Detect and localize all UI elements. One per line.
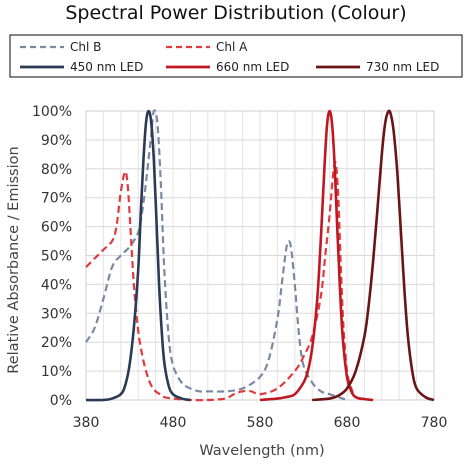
series-line-chl-b (85, 109, 348, 402)
x-tick-label: 480 (160, 415, 187, 431)
y-tick-label: 0% (50, 393, 72, 409)
legend-label-730-nm-led: 730 nm LED (366, 60, 439, 74)
legend-box (9, 34, 463, 78)
legend-label-chl-a: Chl A (216, 40, 248, 54)
x-tick-label: 380 (73, 415, 100, 431)
legend: Chl B Chl A 450 nm LED 660 nm LED 730 nm LED (9, 34, 463, 78)
x-tick-label: 580 (247, 415, 274, 431)
y-tick-label: 30% (41, 306, 72, 322)
series-line-chl-a (85, 160, 365, 402)
y-tick-label: 40% (41, 277, 72, 293)
y-tick-label: 70% (41, 191, 72, 207)
y-tick-label: 100% (32, 104, 72, 120)
y-tick-label: 90% (41, 133, 72, 149)
legend-label-chl-b: Chl B (70, 40, 101, 54)
y-tick-label: 50% (41, 249, 72, 265)
y-tick-label: 80% (41, 162, 72, 178)
x-axis-label: Wavelength (nm) (199, 443, 324, 459)
y-axis-label: Relative Absorbance / Emission (6, 146, 22, 373)
ticks: 0% 10% 20% 30% 40% 50% 60% 70% 80% 90% 100% 380 480 5… (32, 104, 447, 431)
legend-label-450-nm-led: 450 nm LED (70, 60, 143, 74)
y-tick-label: 60% (41, 220, 72, 236)
series-line-660-nm-led (259, 109, 374, 402)
series-layer (85, 109, 435, 402)
grid (85, 110, 435, 401)
chart-title: Spectral Power Distribution (Colour) (65, 2, 406, 24)
y-tick-label: 10% (41, 364, 72, 380)
x-tick-label: 780 (421, 415, 448, 431)
x-tick-label: 680 (334, 415, 361, 431)
series-line-730-nm-led (312, 109, 435, 402)
legend-label-660-nm-led: 660 nm LED (216, 60, 289, 74)
y-tick-label: 20% (41, 335, 72, 351)
series-line-450-nm-led (85, 109, 191, 402)
